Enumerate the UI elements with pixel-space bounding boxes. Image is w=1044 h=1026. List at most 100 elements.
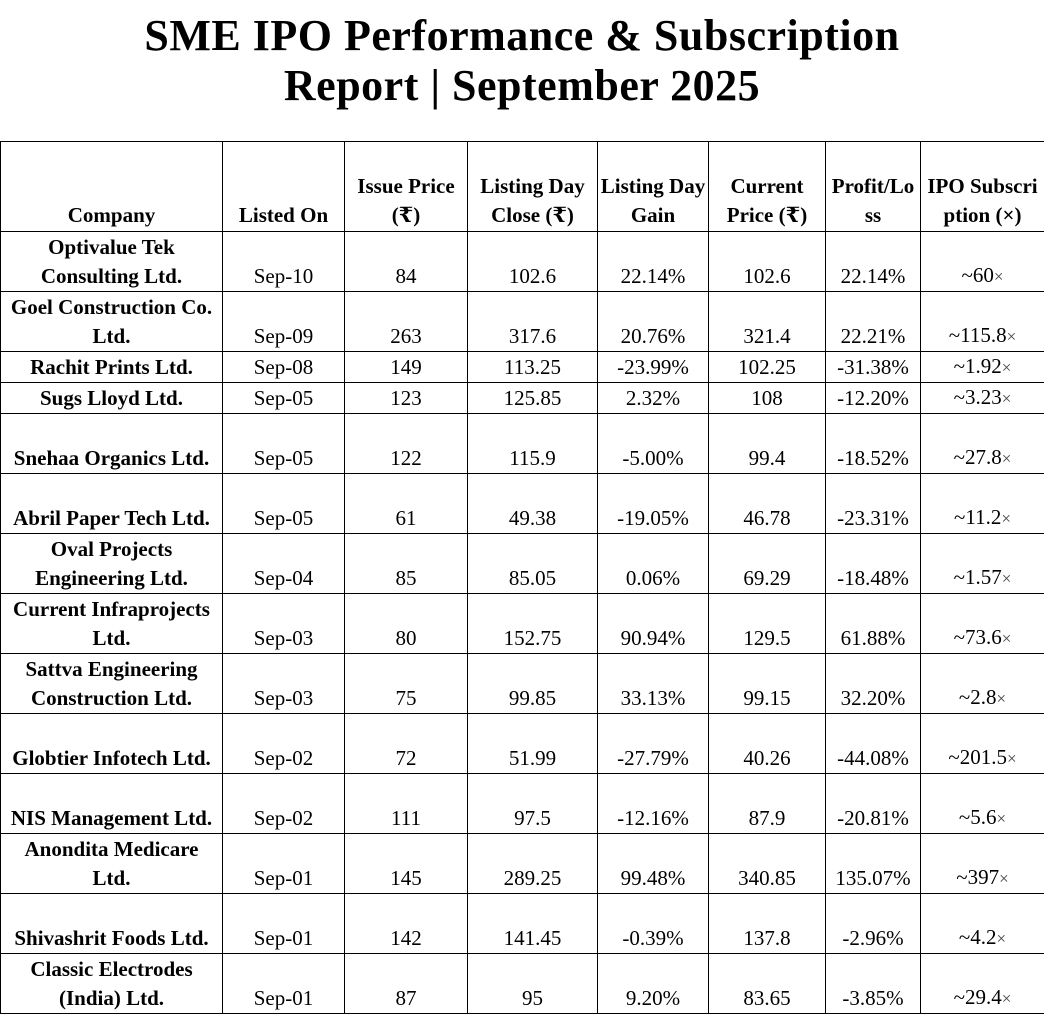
company-cell: Current Infraprojects Ltd.	[0, 593, 223, 654]
listing-gain-cell: 90.94%	[597, 593, 709, 654]
company-cell: Rachit Prints Ltd.	[0, 351, 223, 383]
issue-price-cell: 87	[344, 953, 468, 1014]
table-row: Shivashrit Foods Ltd. Sep-01 142 141.45 -0.3…	[0, 893, 1044, 954]
header-listed-on: Listed On	[222, 141, 345, 232]
subscription-cell: ~4.2×	[920, 893, 1044, 954]
profit-loss-cell: -18.48%	[825, 533, 921, 594]
subscription-value: ~3.23	[953, 385, 1002, 409]
listed-on-cell: Sep-03	[222, 593, 345, 654]
profit-loss-cell: -12.20%	[825, 382, 921, 414]
company-cell: Abril Paper Tech Ltd.	[0, 473, 223, 534]
table-row: Abril Paper Tech Ltd. Sep-05 61 49.38 -19.05…	[0, 473, 1044, 534]
title-line-2: Report | September 2025	[283, 61, 761, 110]
issue-price-cell: 61	[344, 473, 468, 534]
header-company: Company	[0, 141, 223, 232]
listing-gain-cell: -12.16%	[597, 773, 709, 834]
ipo-table: Company Listed On Issue Price (₹) Listin…	[0, 141, 1044, 1014]
listing-close-cell: 113.25	[467, 351, 598, 383]
listing-close-cell: 102.6	[467, 231, 598, 292]
listing-gain-cell: -27.79%	[597, 713, 709, 774]
current-price-cell: 321.4	[708, 291, 826, 352]
current-price-cell: 129.5	[708, 593, 826, 654]
profit-loss-cell: -44.08%	[825, 713, 921, 774]
profit-loss-cell: -23.31%	[825, 473, 921, 534]
times-symbol: ×	[996, 689, 1007, 708]
times-symbol: ×	[999, 869, 1009, 888]
listing-gain-cell: 99.48%	[597, 833, 709, 894]
subscription-cell: ~115.8×	[920, 291, 1044, 352]
listing-close-cell: 49.38	[467, 473, 598, 534]
title-line-1: SME IPO Performance & Subscription	[144, 11, 900, 60]
listing-close-cell: 125.85	[467, 382, 598, 414]
profit-loss-cell: -2.96%	[825, 893, 921, 954]
current-price-cell: 46.78	[708, 473, 826, 534]
listed-on-cell: Sep-02	[222, 713, 345, 774]
times-symbol: ×	[996, 809, 1007, 828]
company-cell: Oval Projects Engineering Ltd.	[0, 533, 223, 594]
table-row: Globtier Infotech Ltd. Sep-02 72 51.99 -27.7…	[0, 713, 1044, 774]
company-cell: Sattva Engineering Construction Ltd.	[0, 653, 223, 714]
table-header-row: Company Listed On Issue Price (₹) Listin…	[0, 141, 1044, 232]
times-symbol: ×	[1001, 989, 1012, 1008]
table-row: Goel Construction Co. Ltd. Sep-09 263 317.6…	[0, 291, 1044, 352]
header-subscription: IPO Subscription (×)	[920, 141, 1044, 232]
current-price-cell: 340.85	[708, 833, 826, 894]
subscription-cell: ~29.4×	[920, 953, 1044, 1014]
listing-close-cell: 152.75	[467, 593, 598, 654]
table-row: Optivalue Tek Consulting Ltd. Sep-10 84 102…	[0, 231, 1044, 292]
times-symbol: ×	[1001, 629, 1012, 648]
subscription-cell: ~11.2×	[920, 473, 1044, 534]
table-row: Sugs Lloyd Ltd. Sep-05 123 125.85 2.32% 108 -1…	[0, 382, 1044, 414]
listing-gain-cell: 20.76%	[597, 291, 709, 352]
listing-close-cell: 317.6	[467, 291, 598, 352]
header-listing-close: Listing Day Close (₹)	[467, 141, 598, 232]
times-symbol: ×	[996, 929, 1007, 948]
subscription-cell: ~1.92×	[920, 351, 1044, 383]
listed-on-cell: Sep-04	[222, 533, 345, 594]
subscription-value: ~73.6	[953, 625, 1002, 649]
profit-loss-cell: -31.38%	[825, 351, 921, 383]
company-cell: Globtier Infotech Ltd.	[0, 713, 223, 774]
listed-on-cell: Sep-10	[222, 231, 345, 292]
subscription-value: ~2.8	[958, 685, 997, 709]
times-symbol: ×	[1001, 569, 1012, 588]
profit-loss-cell: -18.52%	[825, 413, 921, 474]
listed-on-cell: Sep-01	[222, 893, 345, 954]
listing-gain-cell: -23.99%	[597, 351, 709, 383]
current-price-cell: 83.65	[708, 953, 826, 1014]
listed-on-cell: Sep-05	[222, 413, 345, 474]
subscription-value: ~11.2	[954, 505, 1002, 529]
subscription-value: ~397	[956, 865, 1000, 889]
company-cell: Optivalue Tek Consulting Ltd.	[0, 231, 223, 292]
subscription-cell: ~60×	[920, 231, 1044, 292]
table-row: Rachit Prints Ltd. Sep-08 149 113.25 -23.99%…	[0, 351, 1044, 383]
current-price-cell: 102.6	[708, 231, 826, 292]
table-row: Current Infraprojects Ltd. Sep-03 80 152.75…	[0, 593, 1044, 654]
issue-price-cell: 263	[344, 291, 468, 352]
table-row: Anondita Medicare Ltd. Sep-01 145 289.25 99.…	[0, 833, 1044, 894]
subscription-value: ~60	[961, 263, 994, 287]
listing-gain-cell: -19.05%	[597, 473, 709, 534]
times-symbol: ×	[1007, 749, 1017, 768]
times-symbol: ×	[993, 267, 1004, 286]
times-symbol: ×	[1001, 389, 1012, 408]
listing-close-cell: 85.05	[467, 533, 598, 594]
issue-price-cell: 111	[344, 773, 468, 834]
subscription-value: ~1.57	[953, 565, 1002, 589]
listing-gain-cell: 0.06%	[597, 533, 709, 594]
current-price-cell: 99.4	[708, 413, 826, 474]
issue-price-cell: 149	[344, 351, 468, 383]
issue-price-cell: 142	[344, 893, 468, 954]
profit-loss-cell: 135.07%	[825, 833, 921, 894]
profit-loss-cell: 32.20%	[825, 653, 921, 714]
times-symbol: ×	[1001, 449, 1012, 468]
listing-close-cell: 97.5	[467, 773, 598, 834]
table-row: NIS Management Ltd. Sep-02 111 97.5 -12.16% 8…	[0, 773, 1044, 834]
subscription-cell: ~3.23×	[920, 382, 1044, 414]
listing-close-cell: 115.9	[467, 413, 598, 474]
subscription-cell: ~397×	[920, 833, 1044, 894]
times-symbol: ×	[1001, 509, 1011, 528]
subscription-value: ~4.2	[958, 925, 997, 949]
table-row: Oval Projects Engineering Ltd. Sep-04 85 85…	[0, 533, 1044, 594]
subscription-value: ~29.4	[953, 985, 1002, 1009]
